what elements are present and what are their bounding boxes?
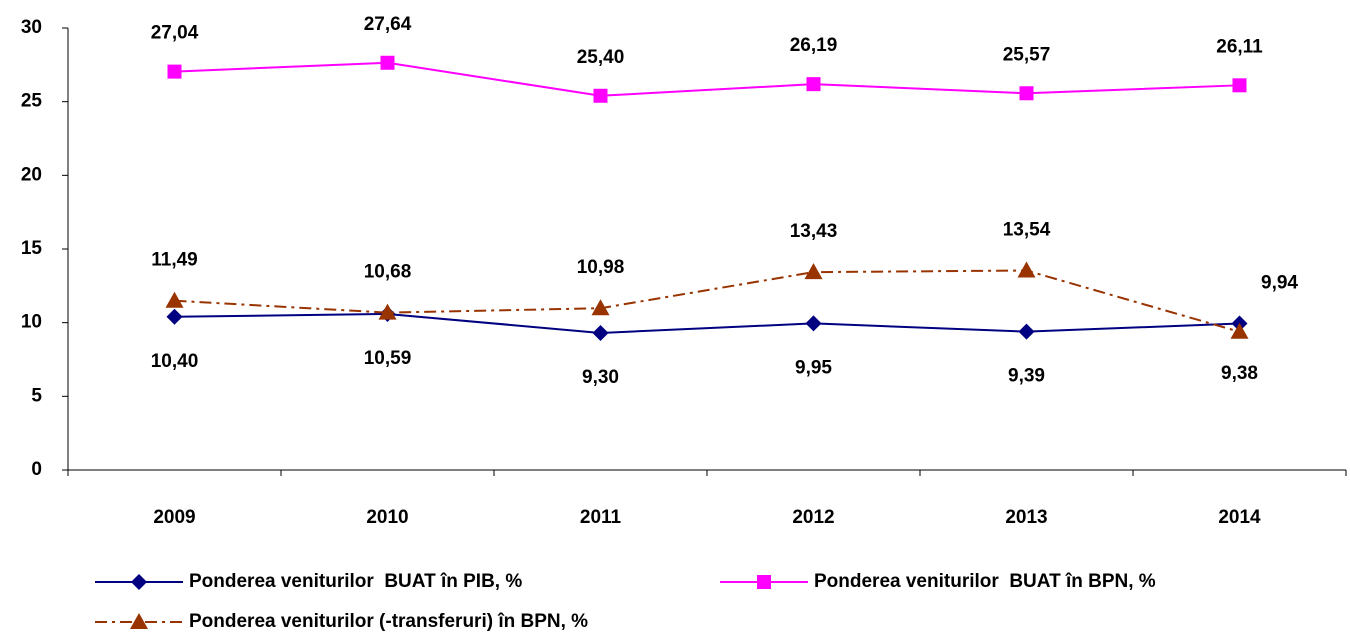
legend-marker — [130, 613, 148, 629]
series-line — [174, 269, 1240, 333]
point — [804, 263, 823, 280]
point — [380, 55, 395, 70]
x-tick-label: 2012 — [792, 507, 834, 528]
legend-label: Ponderea veniturilor BUAT în BPN, % — [814, 571, 1156, 592]
value-label: 9,94 — [1261, 273, 1298, 294]
point — [806, 77, 821, 92]
point — [1018, 323, 1035, 340]
y-tick-label: 25 — [21, 91, 43, 112]
value-label: 10,98 — [577, 257, 625, 278]
value-label: 26,19 — [790, 35, 838, 56]
value-label: 9,39 — [1008, 366, 1045, 387]
legend-label: Ponderea veniturilor (-transferuri) în B… — [189, 611, 588, 632]
series-line — [174, 312, 1240, 334]
point — [592, 324, 609, 341]
legend-marker — [131, 574, 147, 590]
point — [591, 299, 610, 316]
legend-label: Ponderea veniturilor BUAT în PIB, % — [189, 571, 522, 592]
point — [1019, 86, 1034, 101]
value-label: 25,57 — [1003, 44, 1051, 65]
value-label: 13,54 — [1003, 220, 1051, 241]
y-tick-label: 0 — [31, 459, 42, 480]
y-tick-label: 15 — [21, 238, 43, 259]
value-label: 11,49 — [151, 250, 198, 271]
point — [1017, 261, 1036, 278]
value-label: 9,30 — [582, 367, 619, 388]
x-tick-label: 2011 — [580, 507, 622, 528]
legend-marker — [757, 575, 771, 589]
y-tick-label: 10 — [21, 312, 42, 333]
series-line — [174, 61, 1240, 97]
value-label: 26,11 — [1216, 36, 1263, 57]
point — [593, 88, 608, 103]
value-label: 27,64 — [364, 14, 412, 35]
x-tick-label: 2010 — [366, 507, 408, 528]
point — [167, 64, 182, 79]
point — [378, 303, 397, 320]
point — [166, 308, 183, 325]
value-label: 10,40 — [151, 351, 199, 372]
x-tick-label: 2009 — [153, 507, 195, 528]
point — [1232, 78, 1247, 93]
point — [1230, 322, 1249, 339]
x-tick-label: 2013 — [1005, 507, 1047, 528]
y-tick-label: 5 — [31, 385, 42, 406]
value-label: 9,38 — [1221, 363, 1258, 384]
point — [805, 315, 822, 332]
value-label: 25,40 — [577, 47, 625, 68]
value-label: 27,04 — [151, 23, 199, 44]
y-tick-label: 30 — [21, 17, 42, 38]
value-label: 9,95 — [795, 357, 832, 378]
value-label: 10,59 — [364, 348, 412, 369]
y-tick-label: 20 — [21, 164, 42, 185]
value-label: 13,43 — [790, 221, 838, 242]
x-tick-label: 2014 — [1218, 507, 1261, 528]
point — [165, 291, 184, 308]
value-label: 10,68 — [364, 262, 412, 283]
